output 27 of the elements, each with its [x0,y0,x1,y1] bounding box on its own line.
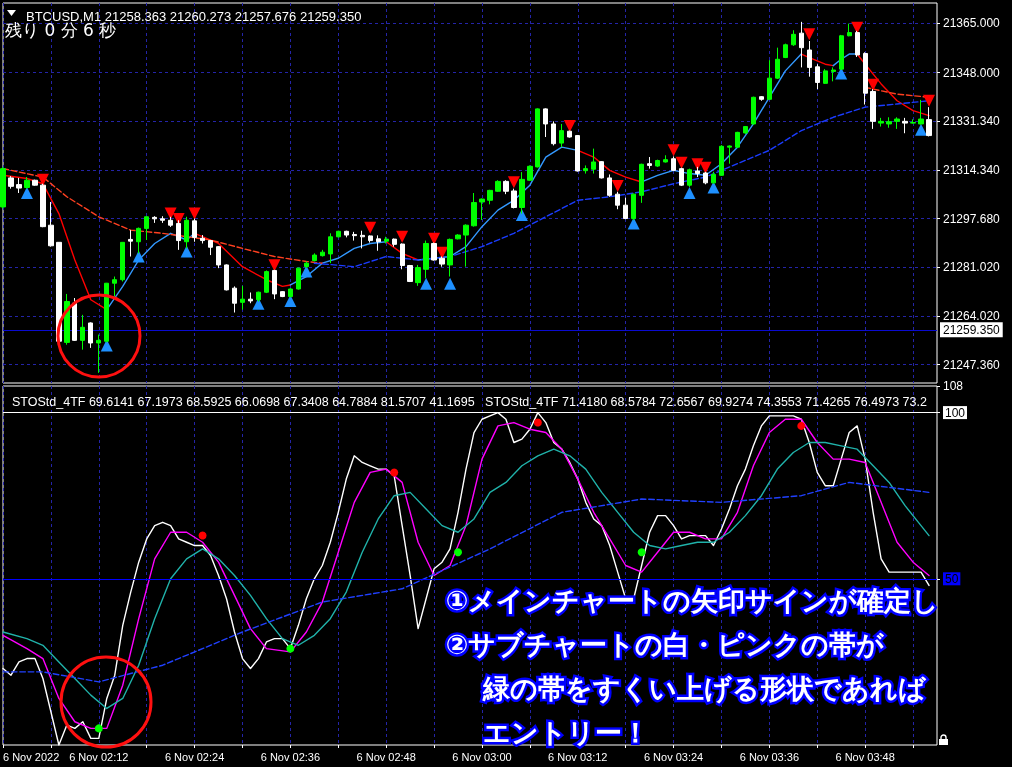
y-tick-label: 21281.020 [943,259,1001,274]
text: STOStd_4TF 69.6141 67.1973 68.5925 66.0698 67.3408 64.7884 81.5707 41.1695 STOStd_4TF 71.4180 68.5784 72.6567 69.9274 74.3553 71.4265 76.4973 73.2 [12,394,927,409]
y-tick-label: 50 [945,572,959,587]
y-tick-label: 21331.340 [943,113,1001,128]
y-tick-label: 21264.020 [943,309,1001,324]
x-tick-label: 6 Nov 02:48 [356,750,416,763]
annotation: 緑の帯をすくい上げる形状であれば [481,672,927,704]
y-tick-label: 21365.000 [943,16,1001,31]
annotation: エントリー！ [482,716,649,748]
x-tick-label: 6 Nov 03:36 [739,750,800,763]
ref-line-label: 21259.350 [943,322,1001,337]
y-tick-label: 21314.340 [943,163,1001,178]
annotation: ②サブチャートの白・ピンクの帯が [445,628,886,660]
x-tick-label: 6 Nov 03:24 [643,750,704,763]
y-tick-label: 100 [945,406,966,421]
x-tick-label: 6 Nov 03:00 [452,750,512,763]
x-tick-label: 6 Nov 03:12 [548,750,608,763]
y-tick-label: 21348.000 [943,65,1001,80]
x-tick-label: 6 Nov 03:48 [835,750,895,763]
x-tick-label: 6 Nov 2022 [3,750,60,763]
x-tick-label: 6 Nov 02:36 [260,750,321,763]
x-tick-label: 6 Nov 02:24 [164,750,225,763]
y-tick-label: 108 [943,379,964,393]
y-tick-label: 21297.680 [943,211,1001,226]
x-tick-label: 6 Nov 02:12 [69,750,129,763]
y-tick-label: 21247.360 [943,357,1001,372]
annotation: ①メインチャートの矢印サインが確定し [445,584,940,616]
